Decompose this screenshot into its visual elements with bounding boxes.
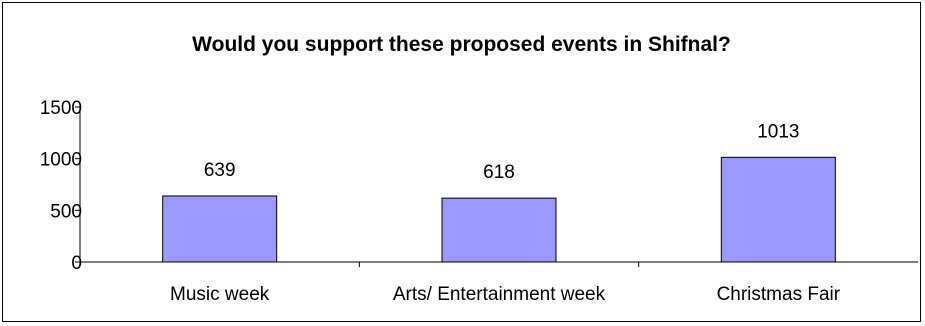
y-tick-label: 1500 (40, 98, 82, 119)
bar (720, 156, 836, 263)
data-label: 618 (483, 162, 515, 183)
data-label: 639 (204, 160, 236, 181)
x-category-label: Christmas Fair (717, 284, 841, 305)
bar (441, 197, 557, 263)
x-category-label: Arts/ Entertainment week (393, 284, 606, 305)
data-label: 1013 (757, 121, 799, 142)
bar (162, 195, 278, 263)
y-tick-label: 1000 (40, 150, 82, 171)
y-tick-label: 500 (50, 201, 82, 222)
chart-title: Would you support these proposed events … (192, 33, 731, 56)
y-tick-label: 0 (71, 253, 82, 274)
x-category-label: Music week (170, 284, 270, 305)
